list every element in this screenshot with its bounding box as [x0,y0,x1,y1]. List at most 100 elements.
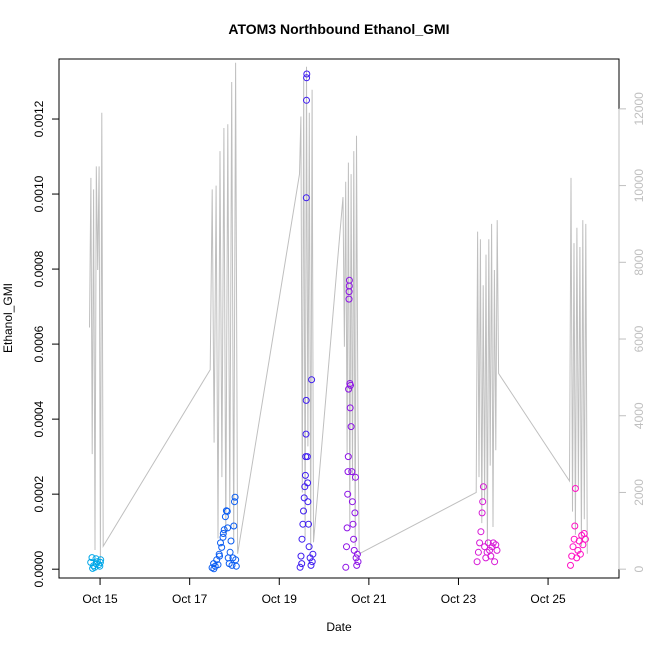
data-point [89,564,97,572]
x-tick-label: Oct 19 [262,592,298,606]
data-point [571,485,579,492]
data-point [222,507,230,515]
data-point [344,453,352,461]
y-axis-label: Ethanol_GMI [1,283,15,353]
data-point [303,96,310,104]
secondary-series-line [89,62,588,562]
y-tick-label: 0.0000 [32,551,46,588]
data-point [300,494,308,502]
data-point [347,423,355,431]
y-tick-label: 0.0012 [32,100,46,137]
data-point [227,537,235,545]
data-point [481,543,489,551]
data-point [493,546,501,554]
data-point [303,74,311,82]
y2-tick-label: 2000 [632,479,646,506]
data-point [304,498,312,506]
data-point [351,509,359,517]
data-point [96,558,104,566]
data-point [219,530,227,537]
data-point [571,522,579,530]
data-point [302,430,310,438]
data-point [474,548,482,556]
data-point [567,561,574,569]
data-point [97,556,105,564]
data-point [345,276,353,284]
data-point [224,524,232,532]
data-point [345,295,353,303]
y2-tick-label: 10000 [632,169,646,203]
data-point [484,539,492,547]
data-point [218,543,226,551]
data-point [353,550,361,558]
data-point [477,528,485,536]
data-point [305,543,313,551]
data-point [217,539,224,547]
data-point [88,554,96,562]
secondary-y-axis: 0 2000 4000 6000 8000 10000 12000 [618,92,646,573]
data-point [232,562,240,570]
data-point [473,558,481,566]
data-point [343,524,351,532]
x-tick-label: Oct 23 [441,592,477,606]
y-tick-label: 0.0010 [32,175,46,212]
data-point [96,562,104,570]
data-point [307,561,315,569]
data-point [220,526,228,534]
data-point [228,561,236,569]
data-point [216,552,223,560]
data-point [226,548,234,556]
data-point [573,554,581,562]
data-point [354,558,362,566]
data-point [479,498,487,506]
data-point [230,522,238,530]
data-point [575,537,583,545]
data-point [231,498,238,506]
y-tick-label: 0.0002 [32,475,46,512]
data-point [300,507,307,515]
data-point [344,468,352,476]
data-point [344,490,352,498]
data-point [296,563,304,571]
x-tick-label: Oct 25 [530,592,566,606]
y2-tick-label: 4000 [632,402,646,429]
data-point [348,498,356,506]
y-axis: 0.0000 0.0002 0.0004 0.0006 0.0008 0.0010 0.00… [32,100,60,588]
data-point [576,550,584,558]
y-tick-label: 0.0004 [32,400,46,437]
data-point [478,509,486,517]
x-axis-label: Date [326,620,352,634]
data-point [579,541,587,549]
y-tick-label: 0.0006 [32,325,46,362]
plot-frame [58,58,620,579]
data-point [348,468,356,476]
data-point [479,483,487,491]
x-axis: Oct 15 Oct 17 Oct 19 Oct 21 Oct 23 Oct 25 [82,577,566,606]
data-point [476,539,484,547]
data-point [309,550,317,558]
data-point [343,543,350,551]
data-point [350,535,358,543]
data-point [569,543,577,551]
data-point [219,533,227,541]
y2-tick-label: 12000 [632,92,646,126]
y2-tick-label: 6000 [632,325,646,352]
points-layer [87,70,589,573]
data-point [342,563,350,571]
data-point [223,507,231,515]
data-point [353,561,361,569]
y2-tick-label: 8000 [632,249,646,276]
data-point [302,194,310,202]
data-point [308,376,316,384]
data-point [487,552,495,560]
data-point [303,70,311,78]
x-tick-label: Oct 21 [351,592,387,606]
data-point [352,554,360,562]
data-point [231,493,239,501]
data-point [350,546,358,554]
data-point [488,543,496,551]
data-point [298,535,306,543]
secondary-line-layer [89,62,588,562]
data-point [298,560,306,568]
